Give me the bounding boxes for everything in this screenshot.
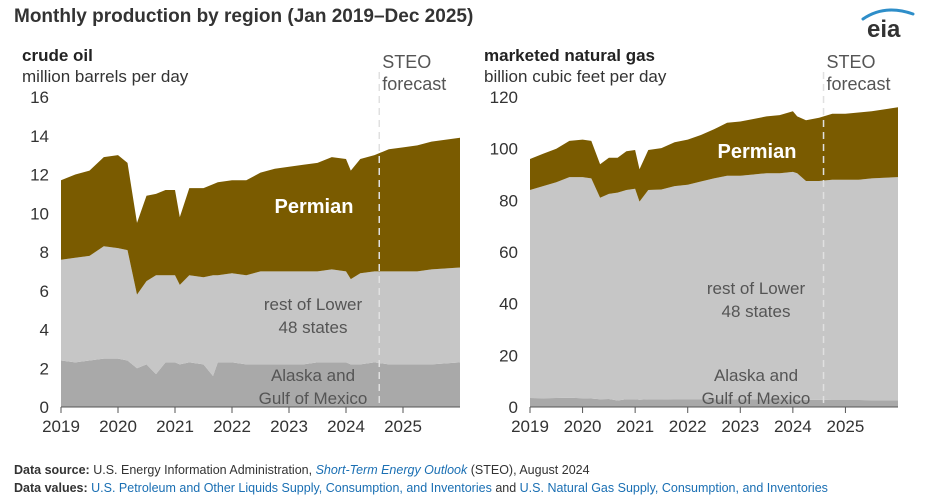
alaska-and-gulf-of-mexico-series-label: Alaska and [271,366,355,385]
y-tick-label: 40 [499,295,518,314]
rest-of-lower-48-states-series-label: 48 states [722,302,791,321]
x-tick-label: 2024 [327,417,365,436]
natural-gas-panel-title: marketed natural gas [484,46,656,65]
petroleum-data-link[interactable]: U.S. Petroleum and Other Liquids Supply,… [91,481,492,495]
rest-of-lower-48-states-area [530,171,898,401]
source-tail: (STEO), August 2024 [470,463,590,477]
x-tick-label: 2019 [42,417,80,436]
data-source-note: Data source: U.S. Energy Information Adm… [14,463,590,477]
x-tick-label: 2025 [827,417,865,436]
permian-area [61,137,460,295]
rest-of-lower-48-states-area [61,246,460,376]
y-tick-label: 6 [40,282,49,301]
forecast-label: STEO [827,52,876,72]
alaska-and-gulf-of-mexico-series-label: Gulf of Mexico [702,389,811,408]
y-tick-label: 12 [30,166,49,185]
permian-area [530,107,898,202]
x-tick-label: 2023 [270,417,308,436]
y-tick-label: 80 [499,191,518,210]
rest-of-lower-48-states-series-label: 48 states [279,318,348,337]
x-tick-label: 2020 [99,417,137,436]
svg-text:eia: eia [867,16,901,40]
y-tick-label: 0 [509,398,518,417]
y-tick-label: 16 [30,88,49,107]
chart-title: Monthly production by region (Jan 2019–D… [14,6,474,27]
values-label: Data values: [14,481,88,495]
x-tick-label: 2019 [511,417,549,436]
y-tick-label: 120 [490,88,518,107]
y-tick-label: 60 [499,243,518,262]
y-tick-label: 100 [490,140,518,159]
y-tick-label: 20 [499,346,518,365]
alaska-and-gulf-of-mexico-series-label: Gulf of Mexico [259,389,368,408]
rest-of-lower-48-states-series-label: rest of Lower [707,279,806,298]
y-tick-label: 8 [40,243,49,262]
forecast-label: forecast [382,74,446,94]
data-values-note: Data values: U.S. Petroleum and Other Li… [14,481,828,495]
natural-gas-unit-label: billion cubic feet per day [484,67,667,86]
source-label: Data source: [14,463,90,477]
x-tick-label: 2025 [384,417,422,436]
permian-series-label: Permian [275,196,354,218]
values-and: and [495,481,517,495]
steo-link[interactable]: Short-Term Energy Outlook [315,463,468,477]
forecast-label: forecast [827,74,891,94]
y-tick-label: 14 [30,127,49,146]
x-tick-label: 2020 [564,417,602,436]
x-tick-label: 2021 [616,417,654,436]
x-tick-label: 2022 [669,417,707,436]
y-tick-label: 0 [40,398,49,417]
x-tick-label: 2023 [721,417,759,436]
source-text: U.S. Energy Information Administration, [93,463,313,477]
alaska-and-gulf-of-mexico-area [61,358,460,407]
y-tick-label: 10 [30,204,49,223]
x-tick-label: 2021 [156,417,194,436]
alaska-and-gulf-of-mexico-series-label: Alaska and [714,366,798,385]
eia-logo: eia [855,6,919,45]
forecast-label: STEO [382,52,431,72]
rest-of-lower-48-states-series-label: rest of Lower [264,295,363,314]
crude-oil-panel-title: crude oil [22,46,93,65]
natural-gas-data-link[interactable]: U.S. Natural Gas Supply, Consumption, an… [519,481,828,495]
y-tick-label: 2 [40,359,49,378]
x-tick-label: 2022 [213,417,251,436]
x-tick-label: 2024 [774,417,812,436]
crude-oil-unit-label: million barrels per day [22,67,189,86]
y-tick-label: 4 [40,321,49,340]
alaska-and-gulf-of-mexico-area [530,397,898,407]
permian-series-label: Permian [718,141,797,163]
